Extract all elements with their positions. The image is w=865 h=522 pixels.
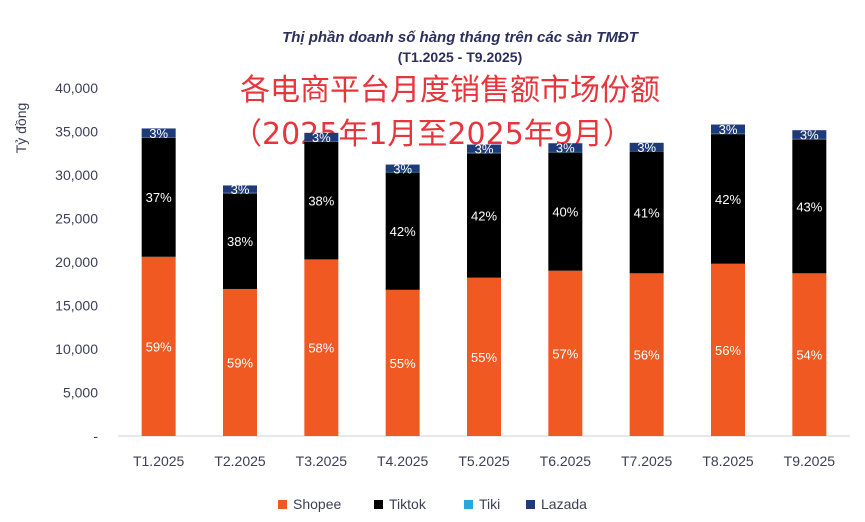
data-label-tiktok: 40% (552, 205, 578, 220)
bar-segment-lazada (548, 143, 583, 152)
data-label-lazada: 3% (719, 122, 738, 137)
data-label-shopee: 59% (146, 339, 172, 354)
bar-segment-lazada (223, 185, 257, 193)
y-tick-label: 5,000 (63, 385, 98, 401)
data-label-tiktok: 41% (634, 205, 660, 220)
bar-segment-tiktok (792, 139, 827, 274)
data-label-lazada: 3% (149, 126, 168, 141)
bar-segment-tiktok (304, 141, 339, 260)
data-label-shopee: 58% (308, 341, 334, 356)
bar-segment-lazada (629, 142, 664, 152)
bar-segment-shopee (629, 273, 664, 436)
data-label-tiktok: 38% (227, 234, 253, 249)
x-tick-label: T2.2025 (214, 453, 266, 469)
data-label-lazada: 3% (393, 161, 412, 176)
bar-segment-shopee (304, 259, 339, 436)
bar-segment-tiktok (385, 172, 420, 290)
bar-segment-shopee (467, 277, 501, 436)
bar-segment-lazada (304, 132, 339, 142)
legend-label-tiki: Tiki (479, 496, 500, 512)
bar-segment-tiktok (629, 151, 664, 274)
data-label-tiktok: 37% (146, 190, 172, 205)
x-axis-ticks: T1.2025 T2.2025 T3.2025 T4.2025 T5.2025 T6.20… (133, 453, 835, 469)
legend-label-shopee: Shopee (293, 496, 341, 512)
bar-segment-lazada (792, 130, 827, 139)
y-tick-label: 30,000 (55, 167, 98, 183)
bar-segment-shopee (385, 289, 420, 436)
bar-segment-tiktok (467, 153, 501, 278)
y-tick-label: 25,000 (55, 211, 98, 227)
data-label-shopee: 55% (390, 356, 416, 371)
legend-label-tiktok: Tiktok (389, 496, 427, 512)
x-tick-label: T9.2025 (784, 453, 836, 469)
data-label-lazada: 3% (231, 182, 250, 197)
data-label-lazada: 3% (800, 128, 819, 143)
y-tick-label: - (93, 428, 98, 444)
bar-segment-tiktok (141, 137, 176, 257)
x-tick-label: T5.2025 (458, 453, 510, 469)
data-label-tiktok: 42% (715, 192, 741, 207)
bar-segment-shopee (548, 270, 583, 436)
legend-label-lazada: Lazada (541, 496, 587, 512)
bar-segment-shopee (141, 256, 176, 436)
y-tick-label: 35,000 (55, 124, 98, 140)
data-label-lazada: 3% (637, 140, 656, 155)
y-tick-label: 10,000 (55, 341, 98, 357)
bars-group: 59% 37% 3% 59% 38% 3% 58% 38% 3% 55% 42% 3% 55% 42% 3%… (141, 122, 827, 436)
x-tick-label: T6.2025 (540, 453, 592, 469)
overlay-title-line1: 各电商平台月度销售额市场份额 (240, 73, 660, 108)
data-label-shopee: 57% (552, 346, 578, 361)
data-label-shopee: 59% (227, 355, 253, 370)
data-label-tiktok: 38% (308, 194, 334, 209)
data-label-shopee: 56% (634, 348, 660, 363)
data-label-lazada: 3% (556, 141, 575, 156)
data-label-lazada: 3% (312, 130, 331, 145)
bar-segment-lazada (711, 124, 745, 134)
chart-title: Thị phần doanh số hàng tháng trên các sà… (282, 29, 640, 46)
x-tick-label: T3.2025 (296, 453, 348, 469)
data-label-shopee: 54% (796, 348, 822, 363)
bar-segment-shopee (223, 288, 257, 436)
y-tick-label: 15,000 (55, 298, 98, 314)
x-tick-label: T8.2025 (702, 453, 754, 469)
bar-segment-lazada (467, 144, 501, 153)
x-tick-label: T1.2025 (133, 453, 185, 469)
legend-swatch-tiktok (374, 500, 383, 509)
chart-subtitle: (T1.2025 - T9.2025) (398, 49, 523, 65)
bar-segment-lazada (141, 128, 176, 138)
data-label-tiktok: 43% (796, 199, 822, 214)
bar-segment-tiktok (223, 193, 257, 289)
data-label-tiktok: 42% (471, 208, 497, 223)
y-tick-label: 40,000 (55, 80, 98, 96)
data-label-tiktok: 42% (390, 224, 416, 239)
x-tick-label: T7.2025 (621, 453, 673, 469)
legend-swatch-tiki (464, 500, 473, 509)
data-label-shopee: 55% (471, 350, 497, 365)
legend-swatch-lazada (526, 500, 535, 509)
bar-segment-shopee (711, 263, 745, 436)
data-label-lazada: 3% (475, 142, 494, 157)
x-tick-label: T4.2025 (377, 453, 429, 469)
y-tick-label: 20,000 (55, 254, 98, 270)
legend: Shopee Tiktok Tiki Lazada (278, 496, 587, 512)
bar-segment-tiktok (548, 152, 583, 271)
y-axis-ticks: - 5,000 10,000 15,000 20,000 25,000 30,000 35,0… (55, 80, 98, 444)
y-axis-label: Tỷ đồng (13, 103, 29, 154)
bar-segment-lazada (385, 164, 420, 172)
bar-segment-tiktok (711, 134, 745, 264)
bar-segment-shopee (792, 273, 827, 436)
data-label-shopee: 56% (715, 343, 741, 358)
legend-swatch-shopee (278, 500, 287, 509)
